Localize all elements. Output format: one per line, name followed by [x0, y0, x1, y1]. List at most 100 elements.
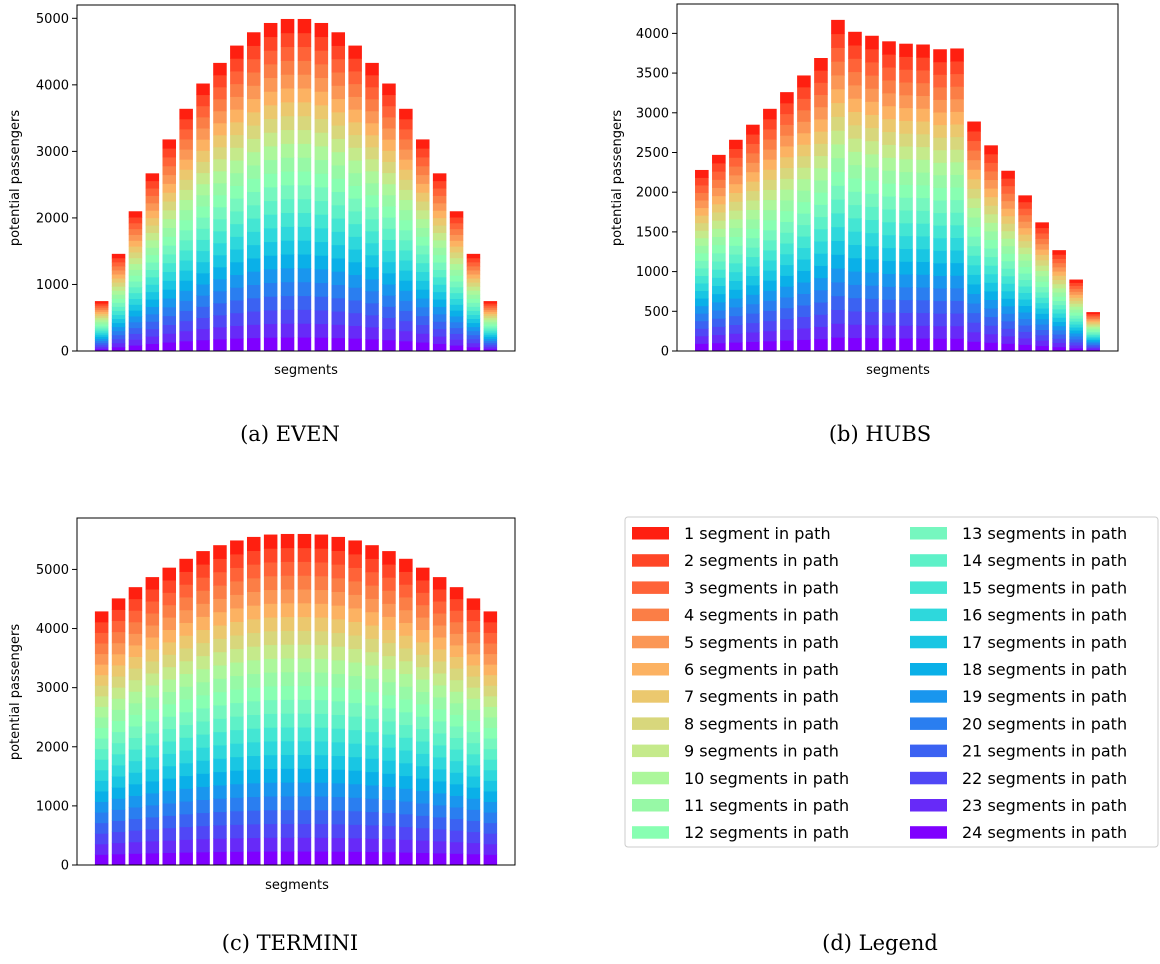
- bar-layer: [111, 274, 126, 279]
- legend-swatch: [910, 554, 947, 567]
- bar-layer: [348, 312, 362, 326]
- bar-layer: [797, 98, 811, 111]
- bar-layer: [399, 239, 413, 251]
- bar-layer: [111, 278, 126, 283]
- bar-layer: [712, 342, 726, 352]
- bar-segment-7: [797, 75, 811, 352]
- bar-layer: [331, 755, 346, 770]
- bar-layer: [365, 545, 379, 559]
- bar-layer: [984, 248, 998, 258]
- bar-layer: [399, 648, 413, 662]
- bar-layer: [213, 122, 227, 136]
- bar-layer: [196, 681, 210, 696]
- bar-layer: [950, 237, 964, 251]
- bar-layer: [213, 718, 227, 733]
- bar-layer: [128, 807, 143, 820]
- legend-swatch: [632, 690, 669, 703]
- bar-layer: [933, 200, 947, 214]
- bar-layer: [331, 337, 346, 352]
- bar-layer: [814, 277, 828, 291]
- bar-layer: [128, 281, 143, 288]
- bar-layer: [331, 591, 346, 606]
- bar-layer: [399, 159, 413, 170]
- bar-layer: [712, 171, 726, 180]
- bar-layer: [331, 72, 346, 86]
- bar-layer: [213, 585, 227, 599]
- bar-layer: [94, 311, 109, 314]
- bar-layer: [712, 179, 726, 188]
- bar-layer: [128, 668, 143, 681]
- bar-layer: [415, 629, 430, 643]
- bar-layer: [746, 218, 760, 229]
- bar-layer: [280, 699, 295, 714]
- bar-segment-2: [712, 154, 726, 352]
- bar-layer: [399, 229, 413, 241]
- bar-layer: [382, 734, 396, 748]
- bar-layer: [179, 724, 193, 738]
- bar-layer: [280, 685, 295, 700]
- bar-layer: [933, 74, 947, 88]
- bar-layer: [297, 837, 312, 852]
- bar-layer: [280, 602, 295, 618]
- bar-layer: [814, 143, 828, 157]
- bar-layer: [1001, 305, 1015, 314]
- bar-layer: [882, 80, 896, 94]
- bar-layer: [483, 301, 498, 304]
- bar-layer: [128, 222, 143, 230]
- bar-layer: [950, 338, 964, 352]
- bar-layer: [415, 324, 430, 334]
- bar-layer: [399, 775, 413, 789]
- bar-layer: [449, 333, 464, 340]
- bar-segment-9: [831, 19, 845, 352]
- bar-layer: [466, 253, 481, 259]
- bar-layer: [848, 257, 862, 272]
- bar-layer: [399, 300, 413, 312]
- bar-layer: [297, 630, 312, 645]
- bar-layer: [213, 571, 227, 586]
- bar-layer: [916, 172, 930, 186]
- bar-layer: [399, 711, 413, 726]
- bar-layer: [263, 310, 278, 325]
- bar-layer: [280, 212, 295, 227]
- bar-layer: [162, 333, 177, 343]
- bar-layer: [1018, 305, 1032, 313]
- bar-layer: [297, 88, 312, 103]
- bar-layer: [263, 603, 278, 618]
- bar-layer: [882, 234, 896, 249]
- bar-layer: [314, 50, 329, 65]
- bar-layer: [865, 167, 879, 181]
- bar-layer: [162, 567, 177, 581]
- bar-layer: [196, 851, 210, 866]
- bar-layer: [483, 321, 498, 325]
- bar-layer: [314, 534, 329, 549]
- bar-layer: [111, 687, 126, 699]
- bar-layer: [483, 822, 498, 834]
- bar-layer: [94, 342, 109, 346]
- bar-layer: [449, 339, 464, 346]
- bar-layer: [314, 699, 329, 714]
- bar-layer: [865, 285, 879, 299]
- bar-layer: [365, 625, 379, 639]
- bar-layer: [848, 218, 862, 232]
- bar-layer: [145, 829, 160, 842]
- bar-layer: [780, 232, 794, 244]
- bar-layer: [449, 853, 464, 866]
- bar-layer: [712, 195, 726, 205]
- bar-layer: [348, 172, 362, 186]
- bar-layer: [466, 314, 481, 320]
- bar-layer: [763, 179, 777, 190]
- bar-segment-19: [399, 558, 413, 866]
- bar-layer: [899, 43, 913, 57]
- bar-layer: [899, 248, 913, 262]
- bar-layer: [162, 852, 177, 866]
- bar-layer: [432, 343, 447, 352]
- bar-layer: [94, 307, 109, 310]
- bar-layer: [314, 36, 329, 51]
- bar-layer: [213, 758, 227, 773]
- bar-layer: [196, 786, 210, 801]
- bar-layer: [246, 646, 261, 661]
- bar-layer: [415, 165, 430, 176]
- bar-layer: [213, 558, 227, 573]
- bar-layer: [1001, 208, 1015, 217]
- bar-layer: [695, 335, 709, 344]
